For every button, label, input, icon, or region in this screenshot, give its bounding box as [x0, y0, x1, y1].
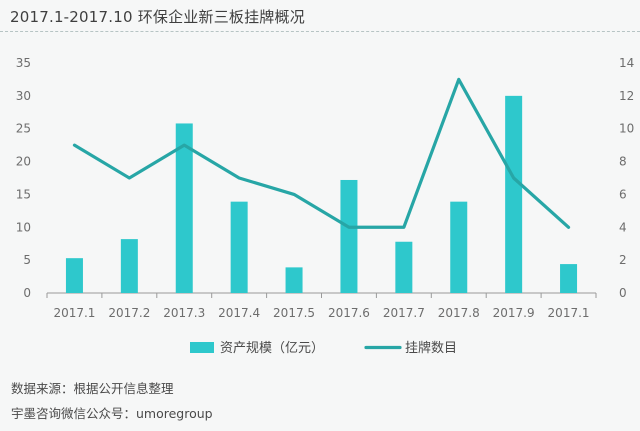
y-right-tick-label: 12: [619, 89, 634, 103]
x-tick-label: 2017.1: [548, 306, 590, 320]
bar-series: [65, 95, 578, 293]
legend: 资产规模（亿元） 挂牌数目: [190, 340, 457, 356]
y-right-tick-label: 4: [619, 220, 627, 234]
bar: [285, 267, 303, 293]
legend-swatch-assets: [190, 342, 214, 353]
x-tick-label: 2017.9: [493, 306, 535, 320]
y-right-tick-label: 2: [619, 253, 627, 267]
x-tick-label: 2017.3: [163, 306, 205, 320]
line-series: [72, 77, 571, 229]
wechat-account-note: 宇墨咨询微信公众号：umoregroup: [11, 406, 213, 421]
y-right-tick-label: 14: [619, 56, 634, 70]
x-tick-label: 2017.4: [218, 306, 260, 320]
legend-label-listings: 挂牌数目: [405, 340, 457, 356]
y-right-tick-label: 10: [619, 122, 634, 136]
title-divider: [0, 31, 640, 32]
bar: [505, 95, 523, 293]
y-left-tick-label: 0: [23, 286, 31, 300]
chart-axes: [46, 292, 597, 298]
y-left-tick-label: 10: [16, 220, 31, 234]
x-tick-label: 2017.2: [108, 306, 150, 320]
y-right-tick-label: 6: [619, 187, 627, 201]
bar: [560, 264, 578, 293]
y-left-tick-label: 15: [16, 187, 31, 201]
y-left-tick-label: 5: [23, 253, 31, 267]
y-right-tick-label: 8: [619, 155, 627, 169]
x-tick-label: 2017.6: [328, 306, 370, 320]
y-left-tick-label: 20: [16, 155, 31, 169]
y-right-tick-label: 0: [619, 286, 627, 300]
y-left-tick-label: 30: [16, 89, 31, 103]
bar: [175, 123, 193, 293]
bar: [65, 258, 83, 293]
x-tick-label: 2017.7: [383, 306, 425, 320]
bar: [340, 179, 358, 293]
x-tick-label: 2017.8: [438, 306, 480, 320]
combo-chart: 0 5 10 15 20 25 30 35 0 2 4 6 8 10 12 14 2017.1 2017.2 201…: [16, 56, 635, 356]
bar: [395, 241, 413, 293]
tick-labels: 0 5 10 15 20 25 30 35 0 2 4 6 8 10 12 14 2017.1 2017.2 201…: [16, 56, 635, 320]
x-tick-label: 2017.1: [53, 306, 95, 320]
y-left-tick-label: 35: [16, 56, 31, 70]
legend-label-assets: 资产规模（亿元）: [220, 341, 324, 356]
y-left-tick-label: 25: [16, 122, 31, 136]
x-tick-label: 2017.5: [273, 306, 315, 320]
bar: [450, 201, 468, 293]
chart-title: 2017.1-2017.10 环保企业新三板挂牌概况: [10, 8, 305, 26]
data-source-note: 数据来源：根据公开信息整理: [11, 381, 174, 396]
bar: [120, 239, 138, 293]
bar: [230, 201, 248, 293]
series-line-listings: [72, 77, 571, 229]
